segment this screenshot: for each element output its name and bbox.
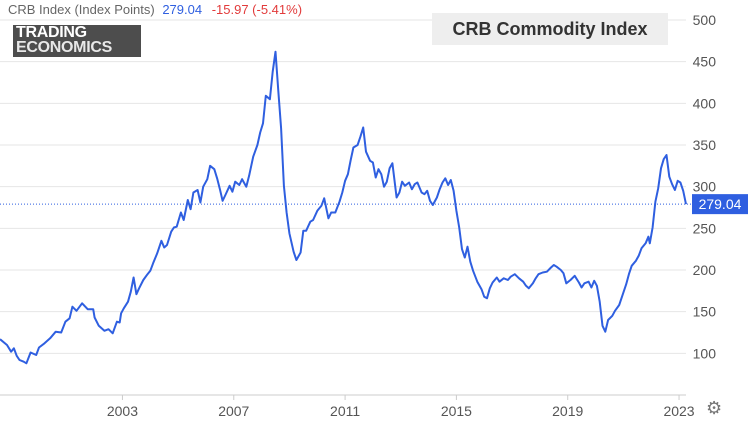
series-line (0, 50, 687, 365)
y-tick-label: 200 (693, 262, 717, 278)
index-change: -15.97 (-5.41%) (211, 2, 303, 17)
index-name: CRB Index (Index Points) (8, 2, 155, 17)
x-axis-labels: 2003 2007 2011 2015 2019 2023 (107, 395, 695, 419)
current-price-tag: 279.04 (692, 194, 748, 215)
y-tick-label: 300 (693, 179, 717, 195)
header: CRB Index (Index Points) 279.04 -15.97 (… (8, 2, 302, 17)
index-price: 279.04 (162, 2, 203, 17)
y-tick-label: 450 (693, 54, 717, 70)
price-tag-label: 279.04 (699, 196, 742, 212)
x-tick-label: 2023 (663, 403, 694, 419)
y-tick-label: 500 (693, 12, 717, 28)
gear-icon[interactable]: ⚙ (706, 398, 723, 418)
x-tick-label: 2003 (107, 403, 138, 419)
chart-title: CRB Commodity Index (432, 13, 668, 45)
x-tick-label: 2019 (552, 403, 583, 419)
y-tick-label: 350 (693, 137, 717, 153)
y-tick-label: 250 (693, 220, 717, 236)
x-tick-label: 2011 (330, 403, 360, 419)
y-tick-label: 400 (693, 95, 717, 111)
logo-line-2: ECONOMICS (16, 39, 112, 56)
trading-economics-logo[interactable]: TRADING ECONOMICS (13, 25, 141, 57)
logo-line-1: TRADING (16, 24, 87, 41)
y-axis-labels: 100 150 200 250 300 350 400 450 500 (693, 12, 717, 361)
price-tag-background (692, 194, 748, 215)
x-tick-label: 2007 (218, 403, 249, 419)
y-tick-label: 100 (693, 345, 717, 361)
x-tick-label: 2015 (441, 403, 472, 419)
y-tick-label: 150 (693, 304, 717, 320)
